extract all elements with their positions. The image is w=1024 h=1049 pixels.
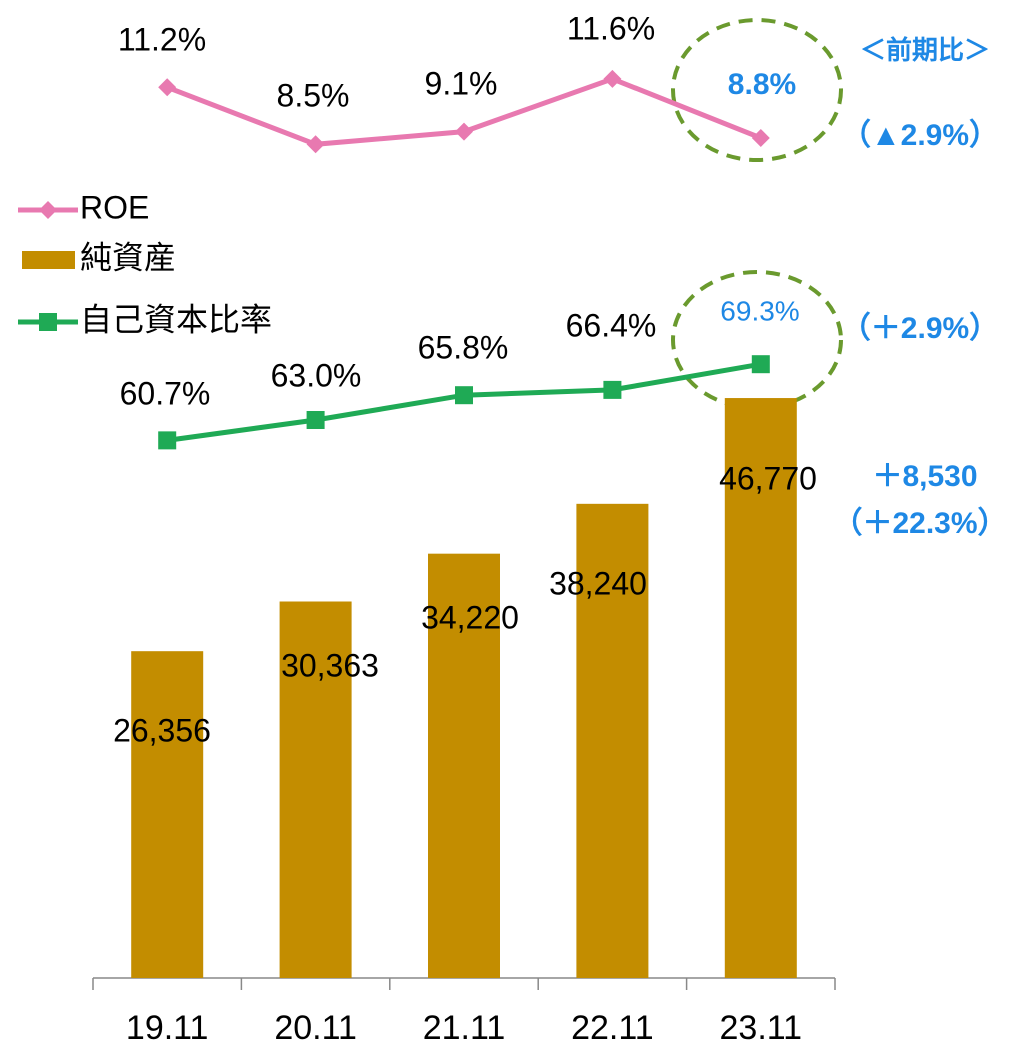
line-marker <box>603 380 622 399</box>
line-marker <box>158 78 177 97</box>
data-label: 26,356 <box>113 712 211 748</box>
x-tick-label: 22.11 <box>571 1009 654 1047</box>
annotation: （＋22.3%） <box>832 506 1007 540</box>
annotation: ＋8,530 <box>872 460 977 493</box>
legend-label: 自己資本比率 <box>80 301 272 337</box>
data-label: 30,363 <box>281 647 379 683</box>
line-marker <box>39 201 57 219</box>
data-label: 34,220 <box>421 599 519 635</box>
line-marker <box>306 135 325 154</box>
x-tick-label: 21.11 <box>423 1009 506 1047</box>
data-label: 9.1% <box>425 65 498 101</box>
bar <box>279 601 352 978</box>
legend-label: 純資産 <box>80 239 176 275</box>
line-marker <box>751 128 770 147</box>
x-tick-label: 19.11 <box>126 1009 209 1047</box>
line-marker <box>39 313 57 331</box>
data-label: 60.7% <box>120 375 211 411</box>
line-marker <box>455 122 473 141</box>
annotation: （▲2.9%） <box>841 118 999 152</box>
line-marker <box>455 386 473 405</box>
data-label: 38,240 <box>549 565 647 601</box>
highlight-circle <box>671 270 843 410</box>
legend-swatch <box>22 251 75 269</box>
line-marker <box>603 69 622 88</box>
data-label: 65.8% <box>418 329 509 365</box>
data-label: 66.4% <box>566 307 657 343</box>
data-label: 63.0% <box>271 357 362 393</box>
data-label: 11.6% <box>567 10 655 46</box>
x-tick-label: 23.11 <box>720 1009 803 1047</box>
line-marker <box>751 355 770 374</box>
data-label: 8.8% <box>728 68 796 101</box>
bar <box>131 651 204 978</box>
data-label: 11.2% <box>118 21 206 57</box>
line-marker <box>158 431 177 450</box>
data-label: 8.5% <box>277 77 350 113</box>
data-label: 69.3% <box>720 295 799 326</box>
x-tick-label: 20.11 <box>274 1009 357 1047</box>
annotation: ＜前期比＞ <box>860 35 990 65</box>
data-label: 46,770 <box>719 460 817 496</box>
highlight-circle <box>671 18 843 162</box>
bar <box>576 503 649 978</box>
line-marker <box>306 411 325 429</box>
legend-label: ROE <box>80 189 149 225</box>
bar <box>428 553 500 978</box>
annotation: （＋2.9%） <box>841 311 999 345</box>
bar <box>724 398 797 978</box>
